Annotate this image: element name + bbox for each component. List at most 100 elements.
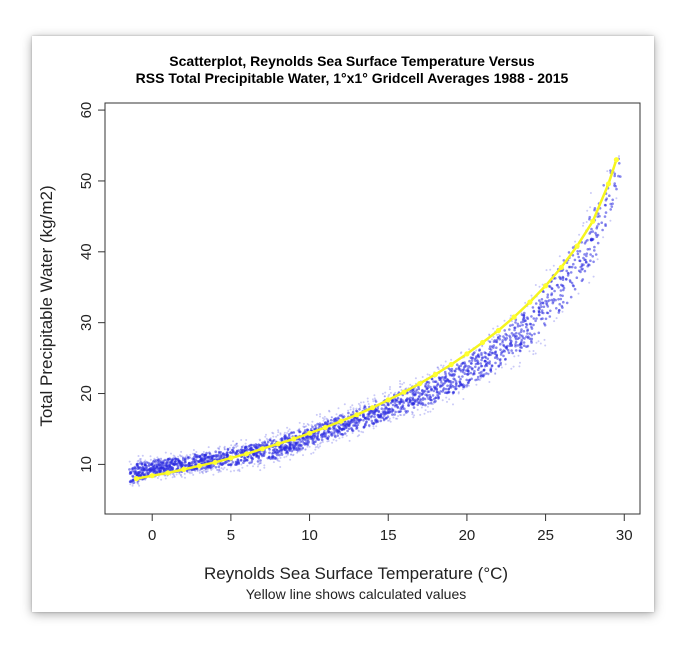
scatter-point xyxy=(540,305,543,309)
scatter-point xyxy=(151,468,155,472)
scatter-point xyxy=(302,454,304,457)
scatter-point xyxy=(233,444,236,447)
scatter-point xyxy=(410,402,413,406)
scatter-point xyxy=(301,437,304,441)
scatter-point xyxy=(419,413,422,416)
scatter-point xyxy=(596,258,599,261)
scatter-point xyxy=(450,370,454,373)
scatter-point xyxy=(520,338,524,342)
scatter-point xyxy=(242,449,246,452)
scatter-point xyxy=(376,406,380,410)
scatter-point xyxy=(288,448,291,452)
fit-line xyxy=(136,159,618,480)
scatter-point xyxy=(184,460,187,464)
scatter-point xyxy=(402,414,405,417)
scatter-point xyxy=(138,458,141,461)
scatter-point xyxy=(319,445,321,448)
scatter-point xyxy=(363,422,367,426)
scatter-point xyxy=(465,364,468,368)
fit-point xyxy=(613,157,620,163)
scatter-point xyxy=(193,462,196,465)
scatter-point xyxy=(245,439,248,441)
scatter-point xyxy=(526,344,530,348)
x-axis: 0 5 10 15 20 25 30 xyxy=(148,514,633,544)
scatter-point xyxy=(590,227,593,231)
scatter-point xyxy=(465,378,469,382)
scatter-point xyxy=(242,461,245,465)
scatter-point xyxy=(567,265,571,269)
scatter-point xyxy=(301,447,304,450)
scatter-point xyxy=(178,472,181,475)
scatter-point xyxy=(461,368,465,372)
scatter-point xyxy=(583,253,586,256)
fit-point xyxy=(212,459,218,465)
scatter-point xyxy=(392,416,395,419)
scatter-point xyxy=(186,455,190,459)
scatter-point xyxy=(284,448,287,452)
scatter-point xyxy=(360,401,362,404)
scatter-point xyxy=(534,319,537,323)
scatter-point xyxy=(397,410,400,414)
scatter-point xyxy=(202,472,204,475)
scatter-point xyxy=(403,407,406,411)
scatter-point xyxy=(278,453,281,457)
scatter-point xyxy=(593,208,596,212)
scatter-point xyxy=(280,443,283,447)
scatter-point xyxy=(276,458,278,461)
scatter-point xyxy=(559,297,563,301)
scatter-point xyxy=(490,351,494,355)
scatter-point xyxy=(613,182,616,185)
scatter-point xyxy=(346,429,349,433)
scatter-point xyxy=(323,432,326,436)
scatter-point xyxy=(595,226,598,230)
scatter-point xyxy=(421,376,424,378)
scatter-point xyxy=(468,348,471,351)
scatter-point xyxy=(293,445,296,448)
scatter-point xyxy=(513,326,516,330)
scatter-point xyxy=(313,435,317,438)
scatter-point xyxy=(175,463,179,466)
scatter-point xyxy=(528,332,532,336)
scatter-point xyxy=(418,399,422,402)
scatter-point xyxy=(340,433,344,436)
scatter-point xyxy=(261,441,264,445)
scatter-point xyxy=(488,345,492,348)
scatter-point xyxy=(375,425,378,428)
scatter-point xyxy=(313,440,316,444)
scatter-point xyxy=(541,317,544,320)
scatter-point xyxy=(363,404,366,407)
scatter-point xyxy=(494,372,497,375)
scatter-point xyxy=(412,388,415,391)
scatter-point xyxy=(490,345,494,348)
scatter-point xyxy=(608,194,611,197)
scatter-point xyxy=(561,278,565,281)
scatter-point xyxy=(487,352,490,356)
scatter-point xyxy=(461,370,465,374)
scatter-point xyxy=(484,356,488,359)
scatter-point xyxy=(215,455,218,459)
scatter-point xyxy=(431,403,434,406)
scatter-point xyxy=(326,420,330,424)
scatter-point xyxy=(519,349,522,353)
scatter-point xyxy=(174,460,177,463)
scatter-point xyxy=(178,462,182,466)
scatter-point xyxy=(589,238,593,242)
scatter-point xyxy=(310,424,313,427)
scatter-point xyxy=(259,439,262,442)
scatter-point xyxy=(588,232,591,235)
scatter-point xyxy=(578,249,582,253)
scatter-point xyxy=(382,403,386,407)
scatter-point xyxy=(315,413,318,416)
scatter-point xyxy=(200,457,203,460)
scatter-point xyxy=(335,439,338,442)
scatter-point xyxy=(475,383,478,386)
scatter-point xyxy=(520,346,523,349)
chart-svg: Scatterplot, Reynolds Sea Surface Temper… xyxy=(37,53,641,602)
scatter-point xyxy=(474,359,477,363)
scatter-point xyxy=(248,461,251,465)
scatter-point xyxy=(272,439,276,442)
scatter-point xyxy=(305,439,309,443)
scatter-point xyxy=(295,441,299,445)
scatter-point xyxy=(312,451,315,454)
scatter-point xyxy=(398,401,402,404)
